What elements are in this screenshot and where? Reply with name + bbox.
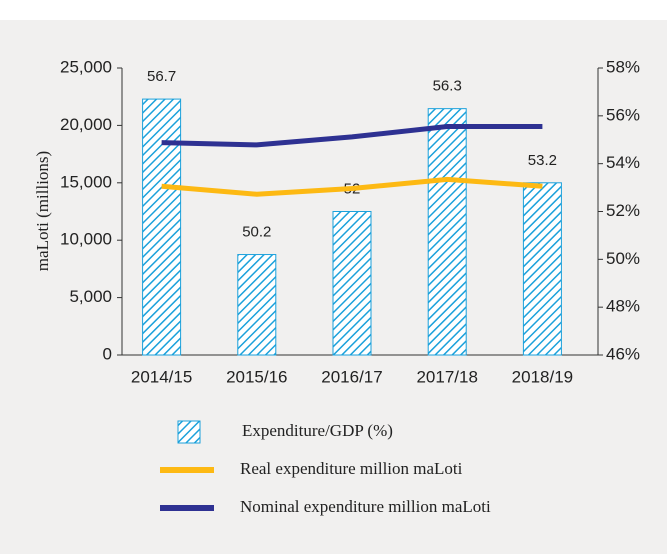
y-tick-label: 0 [103,344,112,363]
x-tick-label: 2014/15 [131,367,192,386]
y-tick-label: 15,000 [60,172,112,191]
legend-label: Nominal expenditure million maLoti [240,497,491,516]
y2-tick-label: 58% [606,57,640,76]
value-label: 56.3 [433,78,462,95]
bar [522,182,562,356]
bar [237,254,277,356]
legend-swatch [177,420,201,444]
line [161,124,543,148]
x-tick-label: 2017/18 [416,367,477,386]
x-tick-label: 2018/19 [512,367,573,386]
y2-tick-label: 54% [606,153,640,172]
value-label: 53.2 [528,152,557,169]
y2-tick-label: 52% [606,201,640,220]
x-tick-label: 2015/16 [226,367,287,386]
bar [142,98,182,356]
y-axis-label: maLoti (millions) [33,151,52,271]
legend-label: Expenditure/GDP (%) [242,421,393,440]
y-tick-label: 25,000 [60,57,112,76]
legend-label: Real expenditure million maLoti [240,459,463,478]
bar [332,211,372,356]
y-tick-label: 10,000 [60,230,112,249]
y-tick-label: 5,000 [69,287,112,306]
y2-tick-label: 50% [606,249,640,268]
y-tick-label: 20,000 [60,115,112,134]
value-label: 50.2 [242,224,271,241]
value-label: 56.7 [147,68,176,85]
y2-tick-label: 48% [606,297,640,316]
y2-tick-label: 56% [606,105,640,124]
line [161,176,543,197]
x-tick-label: 2016/17 [321,367,382,386]
bar [427,108,467,356]
y2-tick-label: 46% [606,344,640,363]
